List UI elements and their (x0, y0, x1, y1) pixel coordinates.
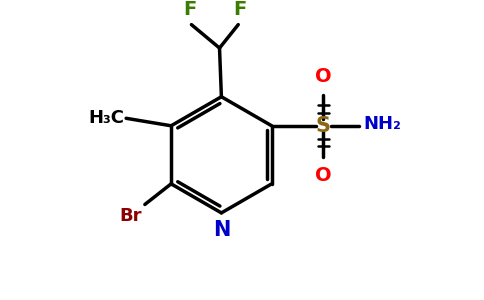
Text: O: O (315, 166, 332, 185)
Text: H₃C: H₃C (88, 109, 124, 127)
Text: F: F (233, 0, 247, 19)
Text: O: O (315, 67, 332, 85)
Text: S: S (316, 116, 331, 136)
Text: Br: Br (120, 207, 142, 225)
Text: NH₂: NH₂ (363, 115, 401, 133)
Text: N: N (212, 220, 230, 240)
Text: F: F (183, 0, 196, 19)
